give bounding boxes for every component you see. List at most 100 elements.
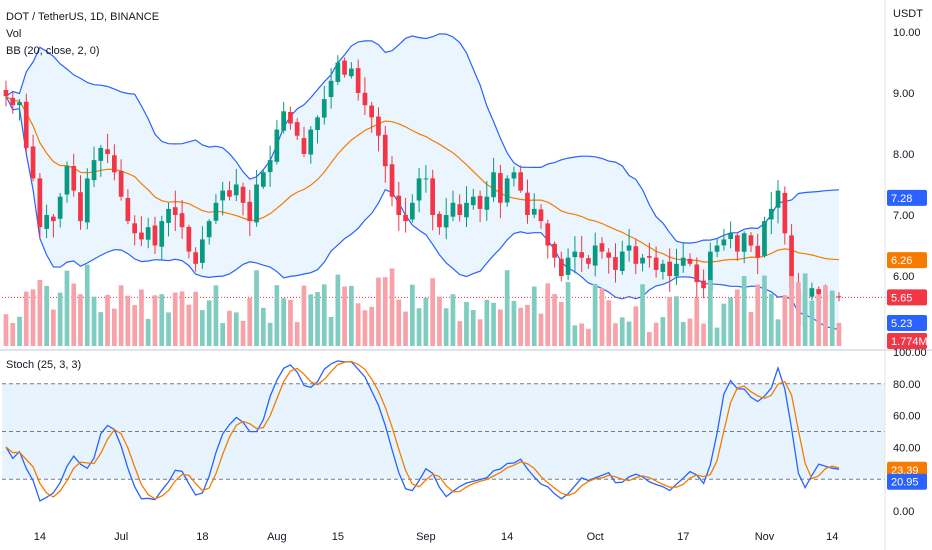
- stoch-pane: [2, 360, 885, 502]
- volume-bar: [281, 298, 286, 346]
- volume-bar: [132, 305, 137, 346]
- candle-body: [396, 195, 402, 215]
- volume-bar: [484, 299, 490, 346]
- stoch-d-badge-bg: [887, 473, 927, 490]
- candle-body: [301, 138, 307, 154]
- stoch-legend[interactable]: Stoch (25, 3, 3): [6, 359, 81, 371]
- volume-bar: [511, 300, 517, 346]
- volume-pane: [3, 264, 842, 346]
- candle-body: [132, 223, 137, 234]
- time-tick-label: Oct: [587, 531, 604, 543]
- volume-bar: [674, 296, 679, 346]
- candle-body: [10, 97, 16, 106]
- candle-body: [247, 201, 253, 222]
- price-badge-text: 7.28: [891, 193, 912, 205]
- volume-bar: [775, 319, 781, 346]
- candle-body: [538, 209, 544, 222]
- volume-bar: [91, 296, 97, 346]
- candle-body: [294, 122, 300, 136]
- candle-body: [423, 178, 429, 180]
- candle-body: [728, 233, 733, 239]
- volume-bar: [118, 285, 124, 346]
- time-tick-label: 14: [826, 531, 838, 543]
- price-tick-label: 9.00: [893, 88, 914, 100]
- volume-bar: [809, 300, 815, 346]
- volume-bar: [531, 286, 537, 346]
- candle-body: [775, 190, 781, 208]
- candle-body: [172, 207, 178, 215]
- bb-legend[interactable]: BB (20, close, 2, 0): [6, 45, 100, 57]
- volume-bar: [653, 322, 659, 346]
- volume-bar: [592, 283, 598, 346]
- volume-bar: [816, 295, 821, 346]
- candle-body: [782, 192, 788, 234]
- volume-bar: [477, 319, 483, 346]
- candle-body: [30, 146, 36, 179]
- candle-body: [403, 214, 408, 222]
- candle-body: [349, 68, 354, 77]
- volume-badge-bg: [887, 333, 927, 349]
- volume-bar: [98, 312, 104, 346]
- candle-body: [755, 245, 761, 258]
- candle-body: [626, 245, 632, 251]
- volume-bar: [112, 308, 117, 346]
- candle-body: [477, 195, 483, 209]
- volume-bar: [694, 298, 700, 346]
- candle-body: [789, 235, 794, 289]
- volume-bar: [633, 306, 639, 346]
- candle-body: [233, 184, 239, 196]
- candle-body: [674, 263, 679, 277]
- candle-body: [504, 178, 510, 203]
- candle-body: [809, 288, 815, 297]
- volume-bar: [619, 317, 625, 346]
- candle-body: [735, 235, 740, 252]
- candle-body: [261, 172, 266, 187]
- volume-bar: [755, 284, 761, 346]
- volume-bar: [233, 312, 239, 346]
- candle-body: [315, 117, 320, 130]
- candle-body: [586, 258, 591, 264]
- volume-bar: [559, 302, 564, 346]
- volume-bar: [613, 323, 618, 346]
- candle-body: [213, 202, 219, 221]
- volume-bar: [741, 276, 747, 346]
- candle-body: [653, 257, 659, 270]
- volume-bar: [498, 309, 503, 346]
- volume-bar: [213, 285, 219, 346]
- stoch-tick-label: 60.00: [893, 411, 921, 423]
- volume-bar: [254, 270, 259, 346]
- candle-body: [51, 216, 56, 222]
- volume-bar: [796, 282, 801, 346]
- volume-bar: [762, 275, 767, 346]
- volume-legend[interactable]: Vol: [6, 28, 21, 40]
- candle-body: [768, 208, 774, 220]
- volume-bar: [51, 309, 56, 346]
- candle-body: [680, 257, 686, 266]
- time-tick-label: 15: [332, 531, 344, 543]
- volume-bar: [748, 311, 754, 346]
- volume-bar: [220, 323, 225, 346]
- candle-body: [105, 149, 110, 154]
- candle-body: [3, 90, 9, 97]
- price-tick-label: 6.00: [893, 271, 914, 283]
- volume-bar: [308, 294, 314, 346]
- candle-body: [647, 256, 652, 258]
- candle-body: [579, 252, 584, 258]
- volume-bar: [382, 277, 388, 346]
- symbol-legend[interactable]: DOT / TetherUS, 1D, BINANCE: [6, 11, 159, 23]
- volume-bar: [606, 300, 612, 346]
- volume-bar: [240, 320, 246, 346]
- candle-body: [816, 289, 821, 295]
- candle-body: [227, 190, 232, 197]
- stoch-d-badge: 20.95: [887, 473, 927, 490]
- volume-bar: [369, 306, 374, 346]
- volume-bar: [57, 292, 63, 346]
- candle-body: [687, 258, 693, 264]
- price-badge-text: 6.26: [891, 255, 912, 267]
- volume-bar: [315, 292, 320, 346]
- candle-body: [660, 263, 666, 272]
- volume-bar: [640, 284, 645, 346]
- currency-label: USDT: [893, 8, 923, 20]
- volume-bar: [247, 297, 253, 346]
